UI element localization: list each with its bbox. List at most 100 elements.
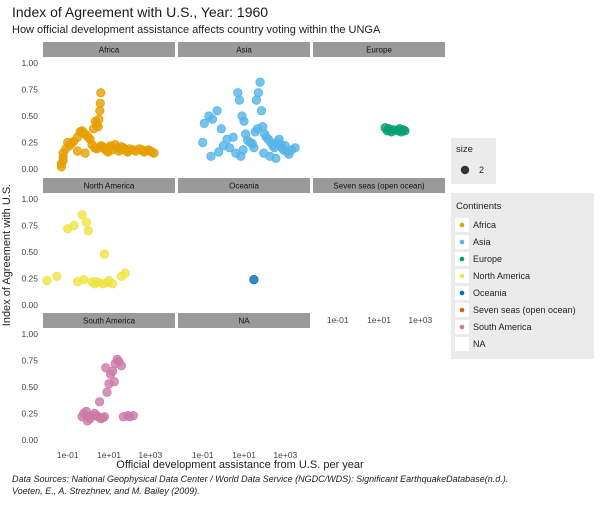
point-south-america-13 (102, 387, 112, 397)
chart-title: Index of Agreement with U.S., Year: 1960 (12, 4, 268, 20)
point-europe-10 (400, 126, 410, 136)
point-africa-57 (95, 98, 105, 108)
point-asia-10 (228, 132, 238, 142)
legend-key-europe (459, 256, 465, 262)
point-asia-2 (199, 118, 209, 129)
facet-strip-label-seven-seas-open-ocean: Seven seas (open ocean) (333, 182, 425, 191)
point-south-america-27 (109, 377, 119, 387)
point-asia-6 (216, 124, 226, 134)
facet-strip-label-africa: Africa (99, 46, 120, 55)
color-legend-background (451, 193, 594, 359)
point-north-america-6 (77, 210, 87, 220)
chart-subtitle: How official development assistance affe… (12, 24, 381, 36)
y-tick-label-row3-0-00: 0.00 (21, 435, 38, 445)
legend-label-north-america: North America (473, 271, 530, 281)
point-asia-22 (255, 77, 265, 87)
y-tick-label-row3-1-00: 1.00 (21, 329, 38, 339)
point-north-america-9 (83, 226, 93, 236)
y-tick-label-row1-0-25: 0.25 (21, 138, 38, 148)
color-legend: Continents Africa Asia Europe North America O… (451, 193, 594, 359)
point-asia-49 (271, 153, 281, 163)
point-south-america-24 (128, 410, 138, 421)
facet-strip-seven-seas-open-ocean (313, 178, 445, 193)
point-north-america-7 (79, 274, 89, 285)
point-africa-59 (80, 148, 90, 158)
facet-strip-label-asia: Asia (236, 46, 252, 55)
facet-strip-oceania (178, 178, 310, 193)
legend-key-oceania (459, 290, 465, 296)
point-africa-50 (149, 148, 159, 158)
point-asia-9 (225, 143, 235, 153)
y-tick-label-row1-0-75: 0.75 (21, 85, 38, 95)
legend-label-seven-seas-open-ocean: Seven seas (open ocean) (473, 305, 576, 315)
y-tick-label-row1-1-00: 1.00 (21, 58, 38, 68)
point-south-america-28 (82, 416, 93, 426)
point-asia-50 (206, 151, 216, 161)
facet-seven-seas-open-ocean: Seven seas (open ocean) (313, 178, 445, 193)
y-tick-label-row3-0-75: 0.75 (21, 356, 38, 366)
y-tick-label-row3-0-25: 0.25 (21, 409, 38, 419)
legend: size 2 Continents Africa Asia Europe North Ame… (451, 138, 594, 359)
point-asia-44 (238, 145, 248, 155)
x-tick-label-col1-1e-01: 1e-01 (57, 450, 79, 460)
legend-key-seven-seas-open-ocean (459, 307, 465, 313)
point-asia-46 (252, 124, 263, 134)
caption-line-2: Voeten, E., A. Strezhnev, and M. Bailey … (12, 486, 200, 496)
facet-panels: Africa Asia Europe North America Oceania Seve… (42, 42, 445, 426)
point-south-america-25 (95, 397, 105, 407)
x-tick-label-col1-1e-01: 1e+01 (97, 450, 121, 460)
point-north-america-8 (81, 217, 91, 227)
point-asia-40 (290, 143, 300, 153)
y-tick-label-row2-0-25: 0.25 (21, 274, 38, 284)
facet-africa: Africa (43, 42, 175, 172)
point-south-america-20 (116, 361, 127, 371)
facet-strip-label-europe: Europe (366, 46, 392, 55)
point-north-america-4 (69, 220, 79, 231)
facet-na: NA (178, 313, 310, 328)
facet-strip-label-oceania: Oceania (229, 182, 259, 191)
legend-label-na: NA (473, 339, 486, 349)
point-africa-58 (96, 88, 106, 98)
facet-strip-europe (313, 42, 445, 57)
y-axis-title: Index of Agreement with U.S. (1, 184, 13, 326)
facet-strip-asia (178, 42, 310, 57)
x-tick-label-col3-1e-03: 1e+03 (408, 315, 432, 325)
legend-key-bg-na (455, 337, 469, 351)
point-north-america-2 (52, 271, 62, 281)
point-north-america-1 (42, 275, 52, 286)
facet-oceania: Oceania (178, 178, 310, 285)
x-axis-title: Official development assistance from U.S… (116, 459, 364, 471)
legend-label-oceania: Oceania (473, 288, 507, 298)
legend-key-south-america (459, 324, 465, 330)
size-legend-background (451, 138, 496, 184)
point-asia-21 (253, 88, 263, 98)
y-tick-label-row2-0-00: 0.00 (21, 300, 38, 310)
point-africa-60 (72, 146, 83, 156)
legend-key-asia (459, 239, 465, 245)
facet-strip-label-na: NA (238, 317, 250, 326)
point-asia-12 (234, 95, 244, 105)
point-asia-23 (256, 106, 267, 116)
legend-label-asia: Asia (473, 237, 491, 247)
facet-strip-north-america (43, 178, 175, 193)
point-asia-41 (214, 147, 224, 157)
x-tick-label-col1-1e-03: 1e+03 (138, 450, 162, 460)
x-tick-label-col3-1e-01: 1e+01 (367, 315, 391, 325)
facet-strip-na (178, 313, 310, 328)
facet-strip-label-north-america: North America (84, 182, 135, 191)
axes: 0.00 0.25 0.50 0.75 1.00 0.00 0.25 0.50 0.75 1.00… (21, 58, 432, 460)
size-legend-label: 2 (479, 165, 484, 175)
point-asia-14 (239, 116, 249, 126)
y-tick-label-row1-0-50: 0.50 (21, 111, 38, 121)
point-asia-11 (233, 88, 243, 98)
point-north-america-15 (99, 249, 110, 259)
x-tick-label-col3-1e-01: 1e-01 (327, 315, 349, 325)
x-tick-label-col2-1e-03: 1e+03 (273, 450, 297, 460)
point-north-america-18 (108, 279, 118, 289)
y-tick-label-row2-0-50: 0.50 (21, 247, 38, 257)
legend-key-north-america (459, 273, 465, 279)
x-tick-label-col2-1e-01: 1e-01 (192, 450, 214, 460)
facet-north-america: North America (42, 178, 175, 289)
y-tick-label-row1-0-00: 0.00 (21, 164, 38, 174)
